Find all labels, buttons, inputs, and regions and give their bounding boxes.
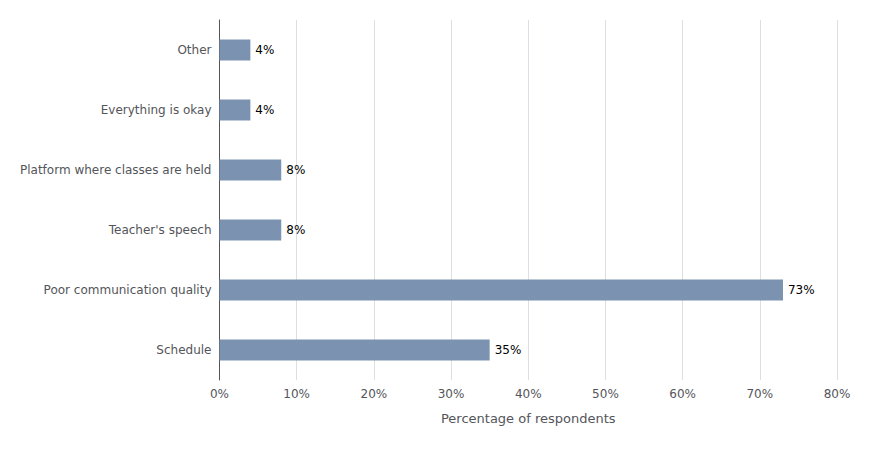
svg-text:80%: 80% <box>824 387 851 401</box>
svg-text:50%: 50% <box>592 387 619 401</box>
svg-text:Teacher's speech: Teacher's speech <box>108 223 212 237</box>
svg-text:Percentage of respondents: Percentage of respondents <box>441 411 616 426</box>
svg-text:40%: 40% <box>515 387 542 401</box>
svg-text:8%: 8% <box>286 223 305 237</box>
svg-text:Platform where classes are hel: Platform where classes are held <box>20 163 212 177</box>
svg-text:Everything is okay: Everything is okay <box>101 103 212 117</box>
svg-text:70%: 70% <box>746 387 773 401</box>
svg-text:0%: 0% <box>210 387 229 401</box>
svg-text:8%: 8% <box>286 163 305 177</box>
svg-text:Other: Other <box>177 43 211 57</box>
svg-text:Schedule: Schedule <box>156 343 211 357</box>
svg-text:35%: 35% <box>495 343 522 357</box>
svg-text:10%: 10% <box>283 387 310 401</box>
svg-text:20%: 20% <box>361 387 388 401</box>
svg-text:4%: 4% <box>255 103 274 117</box>
svg-text:Poor communication quality: Poor communication quality <box>44 283 212 297</box>
svg-text:73%: 73% <box>788 283 815 297</box>
svg-text:4%: 4% <box>255 43 274 57</box>
svg-text:60%: 60% <box>669 387 696 401</box>
svg-text:30%: 30% <box>438 387 465 401</box>
